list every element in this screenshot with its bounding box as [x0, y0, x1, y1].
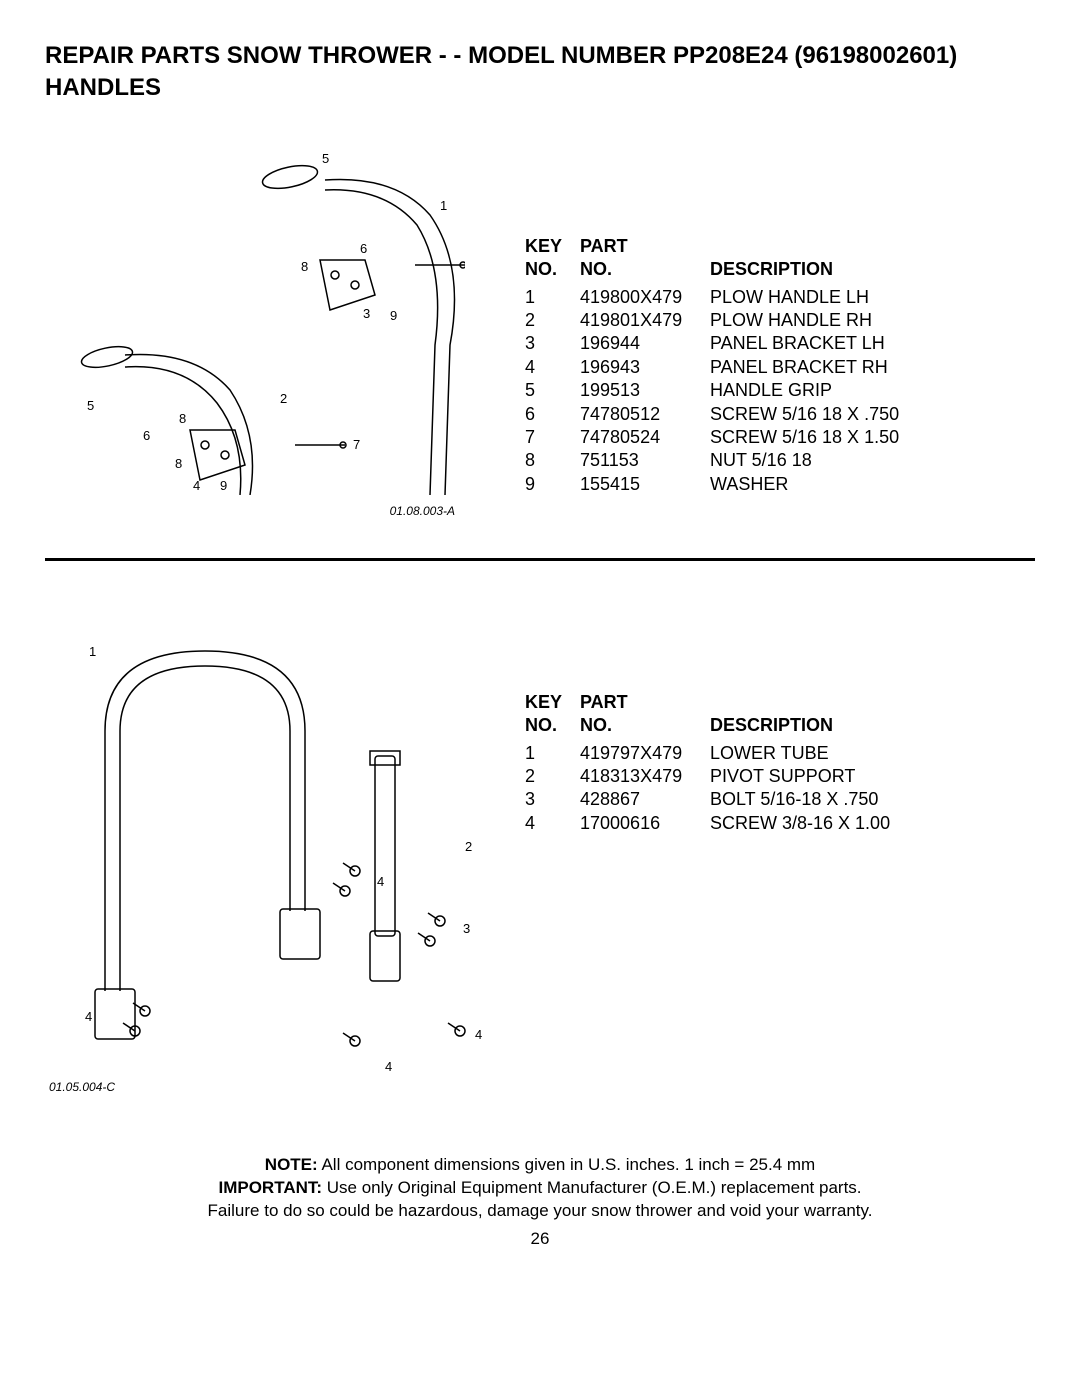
cell-part: 17000616 [580, 812, 710, 835]
header-part: PARTNO. [580, 691, 710, 742]
page-number: 26 [45, 1229, 1035, 1249]
table-row: 674780512SCREW 5/16 18 X .750 [525, 403, 913, 426]
cell-desc: PIVOT SUPPORT [710, 765, 904, 788]
cell-desc: PLOW HANDLE RH [710, 309, 913, 332]
table-row: 4196943PANEL BRACKET RH [525, 356, 913, 379]
section-handles-upper: 5 1 6 8 7 2 5 3 9 8 6 7 4 9 8 01.08.003-… [45, 145, 1035, 518]
cell-part: 419800X479 [580, 286, 710, 309]
cell-part: 419797X479 [580, 742, 710, 765]
warning-line: Failure to do so could be hazardous, dam… [45, 1200, 1035, 1223]
section-divider [45, 558, 1035, 561]
svg-text:8: 8 [301, 259, 308, 274]
cell-desc: PLOW HANDLE LH [710, 286, 913, 309]
header-part: PARTNO. [580, 235, 710, 286]
cell-key: 3 [525, 332, 580, 355]
header-desc: DESCRIPTION [710, 691, 904, 742]
lower-tube-diagram-icon: 1 2 3 4 4 4 4 [45, 611, 485, 1071]
cell-desc: NUT 5/16 18 [710, 449, 913, 472]
svg-text:4: 4 [377, 874, 384, 889]
svg-text:2: 2 [465, 839, 472, 854]
cell-desc: LOWER TUBE [710, 742, 904, 765]
cell-desc: SCREW 5/16 18 X 1.50 [710, 426, 913, 449]
cell-key: 9 [525, 473, 580, 496]
cell-desc: WASHER [710, 473, 913, 496]
cell-part: 418313X479 [580, 765, 710, 788]
handles-diagram-icon: 5 1 6 8 7 2 5 3 9 8 6 7 4 9 8 [45, 145, 465, 495]
svg-text:2: 2 [280, 391, 287, 406]
table-row: 9155415WASHER [525, 473, 913, 496]
table-row: 2418313X479PIVOT SUPPORT [525, 765, 904, 788]
table-row: 3196944PANEL BRACKET LH [525, 332, 913, 355]
note-line: NOTE: All component dimensions given in … [45, 1154, 1035, 1177]
cell-key: 4 [525, 356, 580, 379]
svg-text:4: 4 [193, 478, 200, 493]
header-key: KEYNO. [525, 691, 580, 742]
cell-key: 8 [525, 449, 580, 472]
cell-key: 2 [525, 765, 580, 788]
svg-text:9: 9 [220, 478, 227, 493]
svg-text:6: 6 [143, 428, 150, 443]
svg-text:3: 3 [363, 306, 370, 321]
cell-part: 199513 [580, 379, 710, 402]
cell-desc: BOLT 5/16-18 X .750 [710, 788, 904, 811]
svg-text:6: 6 [360, 241, 367, 256]
svg-text:1: 1 [440, 198, 447, 213]
svg-text:7: 7 [353, 437, 360, 452]
title-line-2: HANDLES [45, 72, 1035, 104]
cell-part: 428867 [580, 788, 710, 811]
cell-part: 74780512 [580, 403, 710, 426]
cell-key: 6 [525, 403, 580, 426]
cell-part: 751153 [580, 449, 710, 472]
header-key: KEYNO. [525, 235, 580, 286]
cell-key: 1 [525, 286, 580, 309]
footer-notes: NOTE: All component dimensions given in … [45, 1154, 1035, 1223]
table-row: 1419800X479PLOW HANDLE LH [525, 286, 913, 309]
cell-key: 7 [525, 426, 580, 449]
svg-text:8: 8 [175, 456, 182, 471]
diagram-upper: 5 1 6 8 7 2 5 3 9 8 6 7 4 9 8 01.08.003-… [45, 145, 485, 518]
cell-part: 196943 [580, 356, 710, 379]
diagram-code-lower: 01.05.004-C [45, 1080, 485, 1094]
diagram-lower: 1 2 3 4 4 4 4 01.05.004-C [45, 611, 485, 1094]
svg-text:4: 4 [385, 1059, 392, 1071]
table-row: 3428867BOLT 5/16-18 X .750 [525, 788, 904, 811]
table-row: 5199513HANDLE GRIP [525, 379, 913, 402]
cell-desc: PANEL BRACKET RH [710, 356, 913, 379]
cell-part: 155415 [580, 473, 710, 496]
cell-part: 74780524 [580, 426, 710, 449]
svg-text:3: 3 [463, 921, 470, 936]
important-line: IMPORTANT: Use only Original Equipment M… [45, 1177, 1035, 1200]
table-row: 8751153NUT 5/16 18 [525, 449, 913, 472]
cell-key: 1 [525, 742, 580, 765]
header-desc: DESCRIPTION [710, 235, 913, 286]
svg-text:8: 8 [179, 411, 186, 426]
cell-desc: PANEL BRACKET LH [710, 332, 913, 355]
table-row: 774780524SCREW 5/16 18 X 1.50 [525, 426, 913, 449]
table-row: 417000616SCREW 3/8-16 X 1.00 [525, 812, 904, 835]
svg-text:1: 1 [89, 644, 96, 659]
svg-text:4: 4 [85, 1009, 92, 1024]
svg-text:9: 9 [390, 308, 397, 323]
table-row: 1419797X479LOWER TUBE [525, 742, 904, 765]
table-row: 2419801X479PLOW HANDLE RH [525, 309, 913, 332]
cell-part: 419801X479 [580, 309, 710, 332]
cell-desc: SCREW 3/8-16 X 1.00 [710, 812, 904, 835]
title-line-1: REPAIR PARTS SNOW THROWER - - MODEL NUMB… [45, 40, 1035, 72]
page-title: REPAIR PARTS SNOW THROWER - - MODEL NUMB… [45, 40, 1035, 105]
svg-text:5: 5 [322, 151, 329, 166]
cell-desc: HANDLE GRIP [710, 379, 913, 402]
parts-table-upper: KEYNO. PARTNO. DESCRIPTION 1419800X479PL… [525, 235, 913, 496]
cell-key: 4 [525, 812, 580, 835]
cell-key: 3 [525, 788, 580, 811]
section-handles-lower: 1 2 3 4 4 4 4 01.05.004-C KEYNO. PARTNO.… [45, 611, 1035, 1094]
cell-key: 5 [525, 379, 580, 402]
svg-text:5: 5 [87, 398, 94, 413]
parts-table-lower: KEYNO. PARTNO. DESCRIPTION 1419797X479LO… [525, 691, 904, 835]
cell-desc: SCREW 5/16 18 X .750 [710, 403, 913, 426]
cell-part: 196944 [580, 332, 710, 355]
svg-text:4: 4 [475, 1027, 482, 1042]
cell-key: 2 [525, 309, 580, 332]
diagram-code-upper: 01.08.003-A [45, 504, 485, 518]
